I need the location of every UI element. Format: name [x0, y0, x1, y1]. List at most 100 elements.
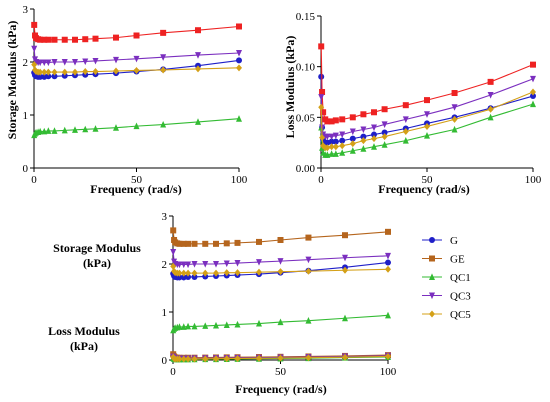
data-point	[328, 143, 335, 151]
loss-group-label: Loss Modulus (kPa)	[48, 324, 120, 353]
data-point	[236, 49, 242, 57]
data-point	[381, 106, 388, 113]
data-point	[185, 322, 192, 330]
data-point	[37, 73, 44, 80]
series-ge	[31, 21, 242, 43]
legend-marker	[429, 237, 435, 243]
data-point	[349, 114, 356, 121]
data-point	[530, 100, 536, 108]
data-point	[424, 131, 430, 139]
data-point	[31, 21, 38, 28]
data-point	[424, 111, 430, 118]
data-point	[61, 72, 68, 79]
y-tick-label: 3	[162, 211, 168, 223]
data-point	[191, 322, 198, 330]
data-point	[191, 273, 198, 280]
data-point	[381, 121, 388, 129]
data-point	[324, 133, 331, 141]
data-point	[180, 269, 187, 277]
data-point	[277, 268, 284, 276]
storage-axes: 0 1 2 3 0 50 100	[23, 4, 248, 186]
data-point	[176, 355, 183, 363]
data-point	[424, 122, 430, 130]
data-point	[385, 252, 391, 260]
x-tick-label: 100	[231, 174, 248, 186]
data-point	[332, 117, 339, 124]
data-point	[305, 256, 312, 264]
data-point	[51, 73, 58, 80]
data-point	[487, 92, 494, 99]
data-point	[180, 240, 187, 247]
data-point	[234, 320, 241, 328]
data-point	[160, 29, 167, 36]
data-point	[349, 147, 356, 154]
data-point	[277, 318, 284, 326]
legend-label: G	[450, 235, 458, 247]
data-point	[51, 36, 58, 43]
series-qc3	[31, 45, 242, 67]
data-point	[385, 228, 391, 235]
data-point	[185, 355, 192, 363]
data-point	[256, 238, 262, 245]
data-point	[371, 131, 377, 138]
data-point	[61, 68, 68, 76]
y-tick-label: 0	[23, 163, 29, 175]
data-point	[82, 125, 89, 133]
data-point	[72, 68, 78, 76]
data-point	[180, 323, 187, 330]
loss-y-axis-title: Loss Modulus (kPa)	[283, 36, 297, 139]
data-point	[256, 268, 262, 276]
data-point	[191, 240, 198, 247]
data-point	[133, 55, 140, 63]
data-point	[385, 311, 391, 319]
data-point	[45, 73, 52, 80]
storage-series	[31, 21, 242, 139]
loss-modulus-chart: 0.00 0.05 0.10 0.15 0 50 100 Frequency (rad/s)…	[283, 11, 542, 196]
data-point	[328, 150, 335, 157]
data-point	[324, 144, 331, 152]
data-point	[45, 68, 52, 76]
data-point	[360, 137, 367, 145]
data-point	[318, 103, 325, 111]
data-point	[530, 88, 536, 96]
data-point	[277, 354, 284, 362]
data-point	[332, 143, 339, 151]
data-point	[31, 61, 38, 69]
data-point	[223, 240, 230, 247]
data-point	[51, 68, 58, 76]
data-point	[82, 58, 89, 66]
data-point	[319, 134, 326, 142]
x-tick-label: 50	[275, 366, 287, 378]
data-point	[487, 78, 494, 85]
y-tick-label: 0.15	[296, 11, 316, 23]
data-point	[191, 269, 198, 277]
x-tick-label: 0	[170, 366, 176, 378]
data-point	[213, 240, 219, 247]
data-point	[223, 355, 230, 363]
series-ge	[170, 227, 391, 247]
data-point	[342, 266, 348, 274]
y-tick-label: 0.05	[296, 112, 316, 124]
x-tick-label: 100	[525, 174, 542, 186]
data-point	[176, 323, 183, 330]
data-point	[37, 59, 44, 67]
data-point	[213, 261, 219, 268]
data-point	[339, 149, 346, 156]
data-point	[402, 128, 409, 136]
data-point	[318, 43, 325, 50]
data-point	[332, 132, 339, 140]
data-point	[342, 353, 348, 361]
storage-modulus-chart: 0 1 2 3 0 50 100 Frequency (rad/s) Storage Mod…	[5, 4, 248, 196]
x-tick-label: 50	[131, 174, 143, 186]
data-point	[328, 138, 335, 145]
data-point	[133, 66, 140, 74]
data-point	[61, 126, 68, 134]
y-tick-label: 0.00	[296, 163, 316, 175]
series-qc5	[318, 88, 536, 152]
data-point	[113, 56, 119, 64]
data-point	[319, 89, 326, 95]
data-point	[256, 354, 262, 362]
series-line-ge	[320, 46, 534, 122]
data-point	[236, 115, 242, 122]
y-tick-label: 2	[23, 57, 29, 69]
